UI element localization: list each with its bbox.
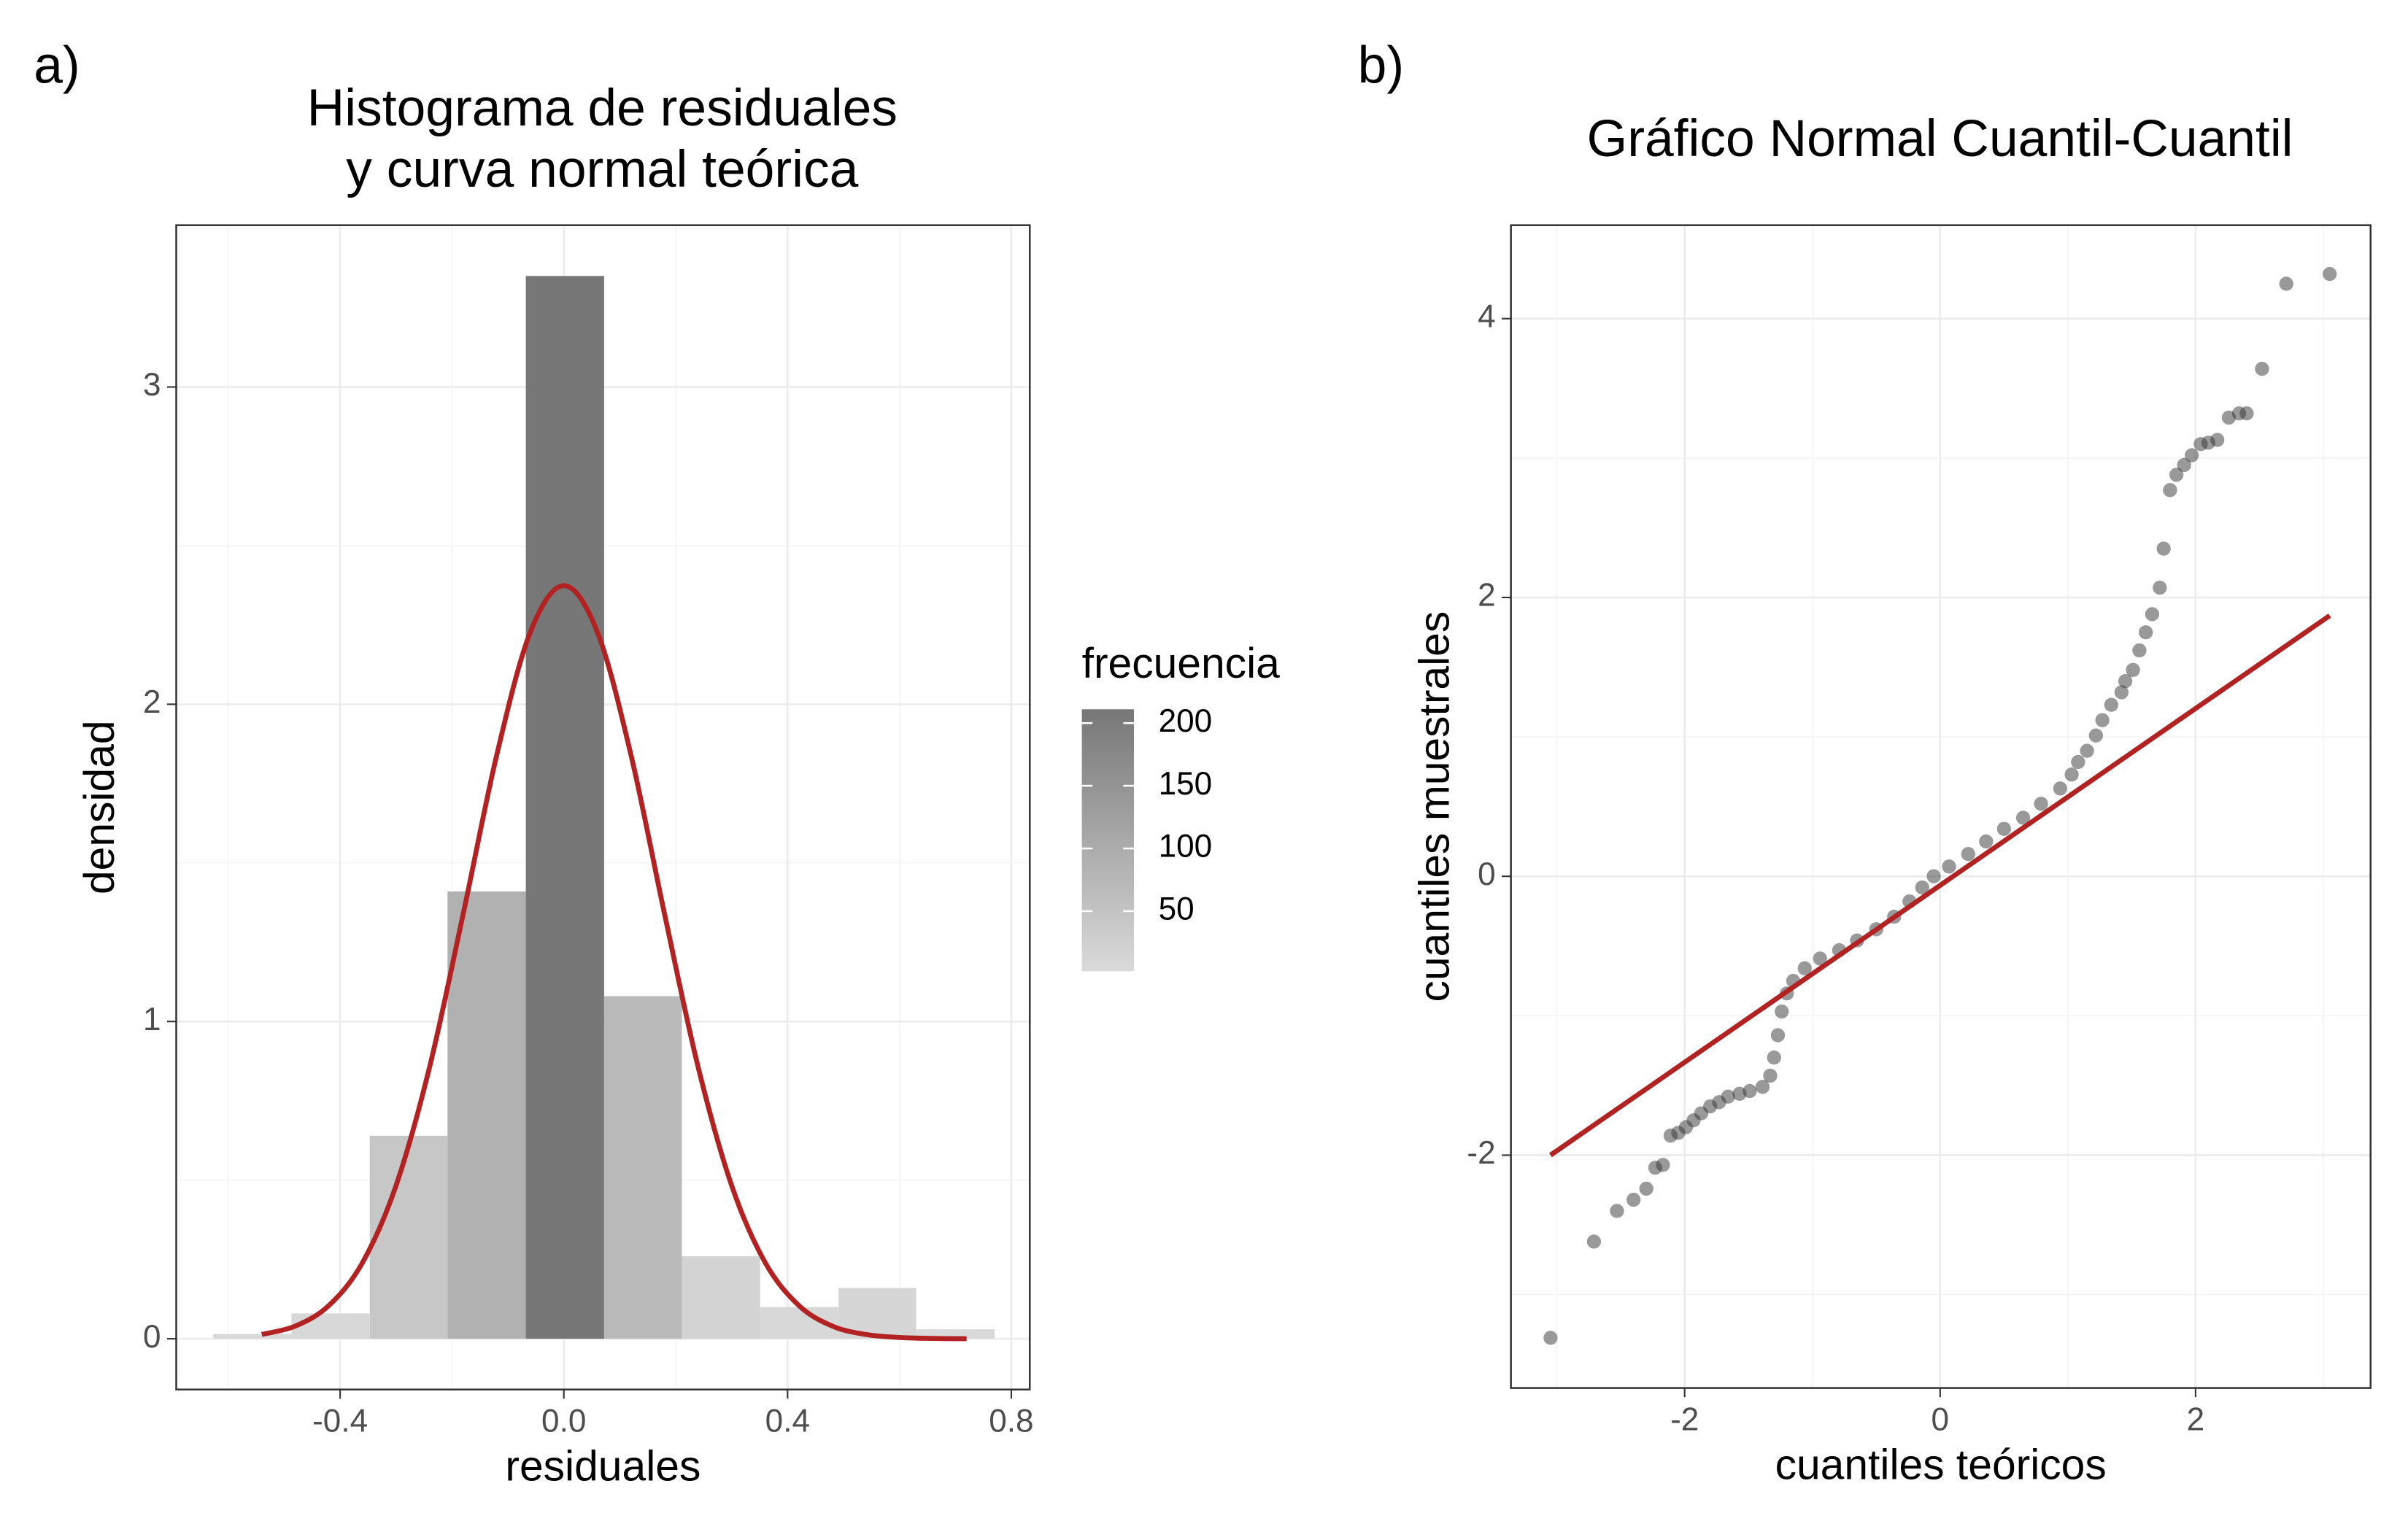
plot-border (175, 224, 1031, 1390)
bar (369, 1135, 448, 1339)
y-tick-label: 0 (143, 1319, 161, 1355)
point (1797, 961, 1812, 976)
point (1813, 951, 1827, 966)
point (1656, 1158, 1670, 1172)
chart-title: Histograma de residuales (307, 79, 898, 137)
point (2145, 607, 2160, 622)
y-axis-label: densidad (76, 720, 123, 894)
legend-label: 100 (1159, 829, 1213, 864)
chart-title: Gráfico Normal Cuantil-Cuantil (1587, 109, 2293, 168)
y-tick-label: -2 (1467, 1135, 1495, 1171)
x-axis-label: residuales (505, 1442, 701, 1490)
bar (291, 1313, 370, 1339)
point (1763, 1068, 1778, 1083)
panel-tag: a) (34, 36, 80, 94)
point (1743, 1083, 1757, 1099)
bar (682, 1256, 760, 1339)
y-axis-label: cuantiles muestrales (1411, 611, 1458, 1002)
point (2015, 811, 2031, 825)
point (2114, 685, 2129, 700)
point (1915, 880, 1929, 895)
point (1767, 1050, 1781, 1065)
point (1996, 821, 2011, 836)
y-tick-label: 0 (1478, 856, 1496, 892)
point (2132, 643, 2147, 658)
y-tick-label: 2 (1478, 578, 1496, 614)
point (2239, 406, 2254, 421)
point (2088, 728, 2104, 743)
reference-line (1548, 614, 2331, 1158)
bar (603, 996, 682, 1339)
point (1770, 1028, 1786, 1042)
x-tick-label: 2 (2187, 1401, 2205, 1437)
point (2169, 468, 2184, 482)
bar (213, 1334, 292, 1339)
x-tick-label: -0.4 (312, 1404, 368, 1439)
point (1610, 1204, 1624, 1218)
point (1755, 1080, 1770, 1094)
point (2080, 743, 2094, 758)
point (2177, 457, 2191, 473)
point (1979, 834, 1994, 849)
point (1543, 1331, 1558, 1345)
chart-title: y curva normal teórica (346, 140, 858, 198)
legend-label: 150 (1159, 766, 1213, 802)
point (2255, 361, 2269, 376)
point (2279, 276, 2293, 291)
density-curve (261, 583, 967, 1342)
point (2184, 448, 2199, 463)
point (2053, 781, 2068, 796)
point (1775, 1004, 1789, 1019)
point (2104, 697, 2119, 712)
y-tick-label: 1 (143, 1002, 161, 1037)
point (1721, 1089, 1735, 1104)
legend-label: 200 (1159, 703, 1213, 739)
x-tick-label: 0.8 (989, 1404, 1033, 1439)
y-tick-label: 2 (143, 684, 161, 720)
bar (525, 276, 604, 1339)
panel-tag: b) (1358, 36, 1404, 94)
x-axis-label: cuantiles teóricos (1775, 1441, 2107, 1488)
point (1639, 1181, 1653, 1196)
x-tick-label: -2 (1670, 1401, 1699, 1437)
point (2071, 754, 2085, 770)
point (2153, 580, 2167, 595)
panel: b) Gráfico Normal Cuantil-Cuantil -2 0 2 -2 0 2… (1358, 36, 2372, 1488)
x-tick-label: 0.0 (541, 1404, 586, 1439)
point (2126, 662, 2140, 678)
point (2163, 483, 2177, 498)
plot-border (1510, 224, 2372, 1389)
point (2095, 713, 2110, 727)
point (2034, 797, 2048, 811)
y-tick-label: 3 (143, 367, 161, 403)
point (2138, 625, 2153, 640)
x-tick-label: 0 (1932, 1401, 1950, 1437)
point (1926, 869, 1941, 883)
colorbar (1081, 709, 1135, 972)
point (2064, 767, 2079, 782)
point (2323, 266, 2337, 282)
point (2210, 433, 2225, 447)
bar (447, 891, 526, 1339)
point (1626, 1192, 1641, 1207)
point (2156, 541, 2171, 556)
point (1961, 846, 1975, 862)
point (1942, 859, 1956, 874)
point (2118, 673, 2133, 689)
y-tick-label: 4 (1478, 298, 1496, 334)
legend-title: frecuencia (1082, 640, 1281, 687)
legend-label: 50 (1159, 891, 1195, 927)
point (1586, 1234, 1602, 1249)
x-tick-label: 0.4 (765, 1404, 810, 1439)
